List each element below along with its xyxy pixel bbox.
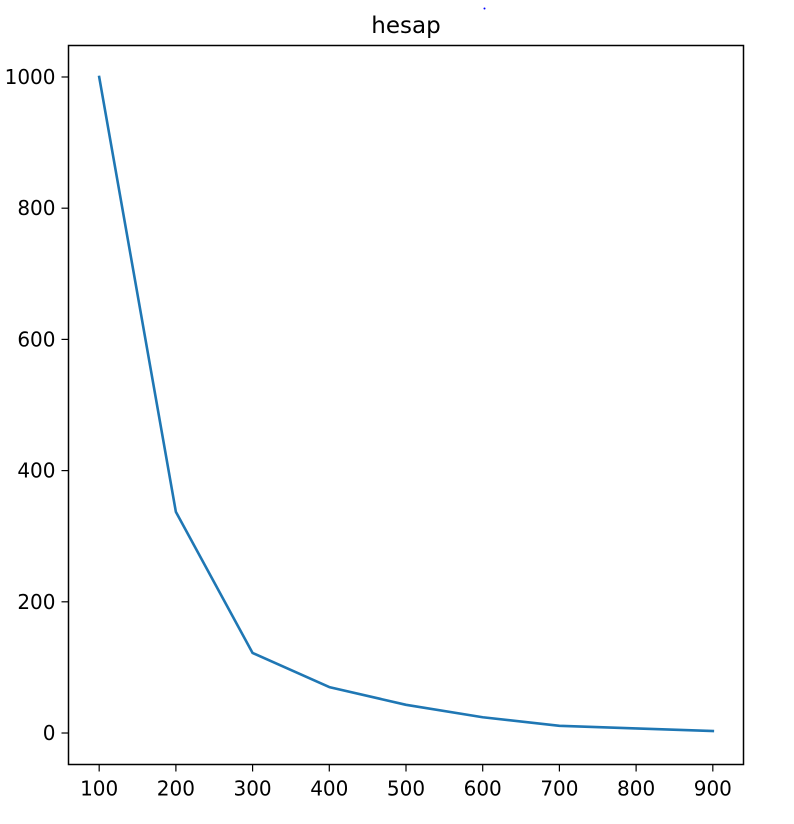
x-tick-label: 800: [617, 777, 655, 801]
x-tick-label: 300: [233, 777, 271, 801]
x-axis-ticks: 100 200 300 400 500 600 700 800 900: [80, 764, 732, 801]
series-line: [97, 75, 715, 733]
chart-title: hesap: [371, 13, 440, 39]
x-tick-label: 100: [80, 777, 118, 801]
series-layer: [97, 75, 715, 733]
x-tick-label: 700: [540, 777, 578, 801]
x-tick-label: 400: [310, 777, 348, 801]
y-tick-label: 600: [17, 327, 55, 351]
y-axis-ticks: 0 200 400 600 800 1000: [5, 65, 69, 745]
x-tick-label: 600: [464, 777, 502, 801]
x-tick-label: 200: [157, 777, 195, 801]
y-tick-label: 800: [17, 196, 55, 220]
y-tick-label: 200: [17, 590, 55, 614]
stray-marker-dot: [483, 7, 486, 10]
y-tick-label: 400: [17, 459, 55, 483]
y-tick-label: 0: [43, 721, 56, 745]
x-tick-label: 500: [387, 777, 425, 801]
y-tick-label: 1000: [5, 65, 56, 89]
x-tick-label: 900: [694, 777, 732, 801]
